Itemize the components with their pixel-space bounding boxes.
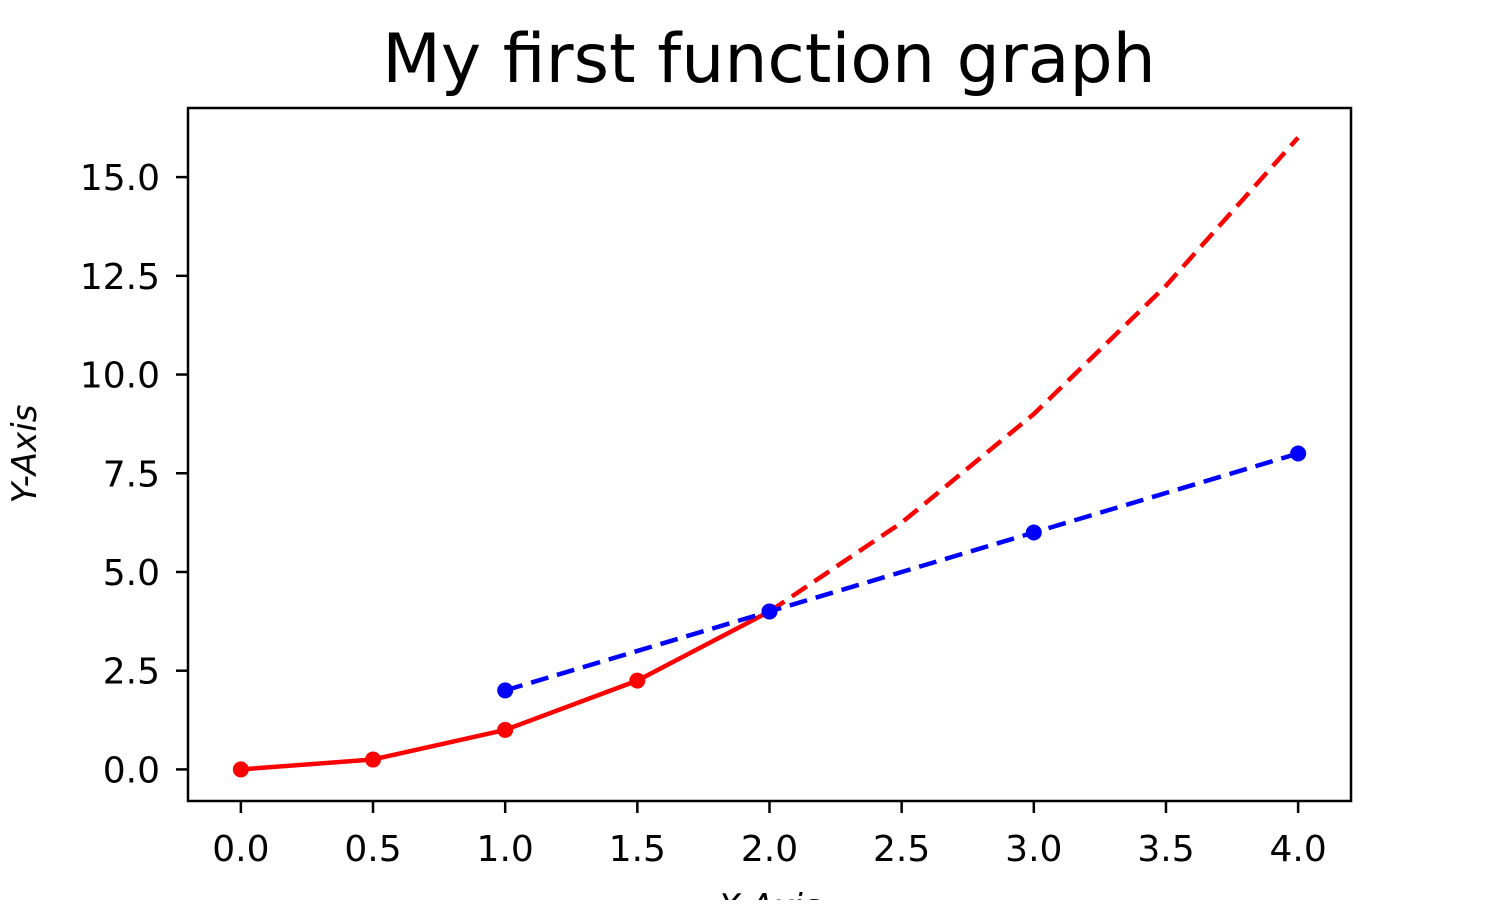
series-1-point xyxy=(365,751,382,768)
x-axis: 0.0 0.5 1.0 1.5 2.0 2.5 3.0 3.5 4.0 xyxy=(212,801,1327,870)
chart-title: My first function graph xyxy=(382,20,1155,99)
y-axis: 0.0 2.5 5.0 7.5 10.0 12.5 15.0 xyxy=(80,158,188,791)
series-line-2 xyxy=(768,136,1300,614)
y-axis-label: Y-Axis xyxy=(5,405,45,504)
y-tick-label: 12.5 xyxy=(80,257,160,298)
x-tick-label: 4.0 xyxy=(1270,829,1327,870)
x-tick-label: 2.0 xyxy=(741,829,798,870)
x-tick-label: 0.5 xyxy=(344,829,401,870)
y-tick-label: 2.5 xyxy=(103,652,160,693)
x-tick-label: 3.5 xyxy=(1137,829,1194,870)
x-tick-label: 0.0 xyxy=(212,829,269,870)
series-1-point xyxy=(232,761,249,778)
series-1-point xyxy=(497,721,514,738)
series-3-point xyxy=(497,682,514,699)
x-axis-label: X-Axis xyxy=(716,887,821,900)
y-tick-label: 10.0 xyxy=(80,356,160,397)
x-tick-label: 1.5 xyxy=(609,829,666,870)
x-tick-label: 2.5 xyxy=(873,829,930,870)
y-tick-label: 7.5 xyxy=(103,454,160,495)
x-tick-label: 3.0 xyxy=(1005,829,1062,870)
series-3-point xyxy=(761,603,778,620)
y-tick-label: 0.0 xyxy=(103,750,160,791)
y-tick-label: 5.0 xyxy=(103,553,160,594)
series-1-point xyxy=(629,672,646,689)
plot-frame xyxy=(186,106,1353,803)
plot-area xyxy=(232,136,1307,778)
x-tick-label: 1.0 xyxy=(477,829,534,870)
y-tick-label: 15.0 xyxy=(80,158,160,199)
series-line-3 xyxy=(504,451,1299,693)
series-3-point xyxy=(1025,524,1042,541)
series-3-point xyxy=(1290,445,1307,462)
